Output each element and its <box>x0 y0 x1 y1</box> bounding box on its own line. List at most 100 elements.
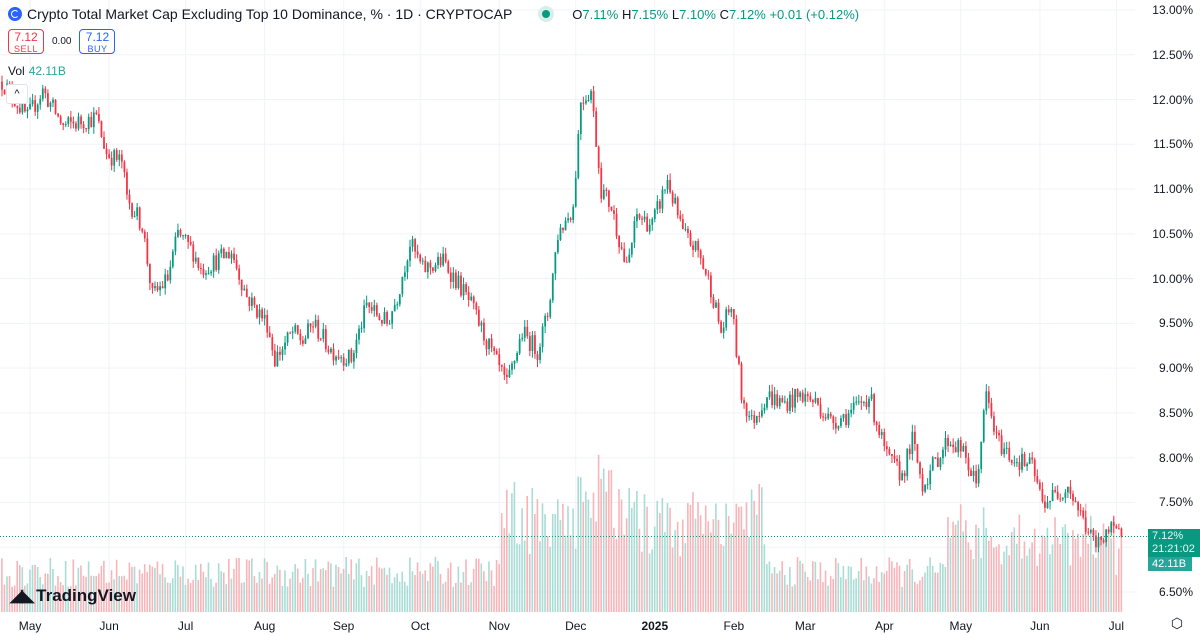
candle-down <box>809 396 812 401</box>
candle-down <box>615 213 618 237</box>
candle-down <box>878 424 881 436</box>
volume-bar <box>261 578 263 612</box>
candle-up <box>564 220 567 231</box>
candle-down <box>758 416 761 418</box>
candle-down <box>791 394 794 408</box>
volume-bar <box>452 586 455 612</box>
market-status-icon[interactable] <box>542 10 551 18</box>
candle-up <box>409 246 411 261</box>
volume-bar <box>401 571 404 612</box>
volume-bar <box>567 506 569 612</box>
volume-bar <box>108 582 110 612</box>
volume-bar <box>314 559 317 612</box>
symbol-title[interactable]: Crypto Total Market Cap Excluding Top 10… <box>27 6 513 22</box>
candle-down <box>215 255 218 270</box>
candle-up <box>335 356 337 361</box>
candle-up <box>674 197 677 204</box>
volume-bar <box>531 487 534 612</box>
volume-bar <box>551 514 554 612</box>
volume-bar <box>251 558 253 612</box>
volume-bar <box>184 584 187 612</box>
volume-bar <box>722 545 725 612</box>
volume-bar <box>643 494 646 612</box>
volume-bar <box>437 561 439 612</box>
sell-button[interactable]: 7.12 SELL <box>8 29 44 54</box>
candle-down <box>812 400 814 403</box>
candle-up <box>939 458 942 468</box>
volume-bar <box>618 489 620 612</box>
volume-bar <box>993 547 995 612</box>
candle-down <box>273 350 276 367</box>
volume-bar <box>750 489 753 612</box>
candle-down <box>885 446 888 450</box>
candle-down <box>375 305 378 316</box>
candle-down <box>85 128 88 130</box>
volume-bar <box>630 507 633 612</box>
volume-bar <box>809 580 812 612</box>
volume-bar <box>523 540 526 612</box>
candle-down <box>771 391 773 406</box>
volume-bar <box>95 576 98 612</box>
candle-up <box>294 325 297 332</box>
volume-bar <box>18 565 21 612</box>
volume-bar <box>659 513 661 612</box>
candle-down <box>796 389 799 398</box>
volume-bar <box>1013 527 1016 612</box>
volume-bar <box>526 495 528 612</box>
candle-down <box>1072 493 1074 501</box>
candle-down <box>289 332 292 334</box>
candle-up <box>574 177 577 207</box>
candle-down <box>156 286 159 291</box>
volume-bar <box>577 476 579 612</box>
candle-down <box>240 279 243 291</box>
candle-up <box>480 322 483 326</box>
candle-up <box>628 254 631 262</box>
buy-button[interactable]: 7.12 BUY <box>79 29 116 54</box>
volume-bar <box>534 513 536 612</box>
volume-bar <box>1041 535 1044 612</box>
candle-down <box>475 303 478 310</box>
volume-bar <box>712 519 715 612</box>
volume-bar <box>115 559 118 612</box>
candle-up <box>572 206 575 220</box>
volume-bar <box>100 566 103 612</box>
volume-bar <box>1021 558 1023 612</box>
volume-bar <box>582 501 585 612</box>
candle-up <box>633 221 636 243</box>
candle-up <box>901 473 904 481</box>
candle-down <box>595 111 598 147</box>
volume-bar <box>985 527 987 612</box>
volume-bar <box>511 493 513 612</box>
volume-bar <box>954 524 957 612</box>
candle-down <box>62 123 65 125</box>
candle-up <box>814 398 817 403</box>
candle-up <box>929 470 932 485</box>
settings-gear-icon[interactable]: ⬡ <box>1170 615 1184 631</box>
price-tick-label: 6.50% <box>1158 585 1193 599</box>
candle-up <box>1061 497 1064 500</box>
candle-down <box>834 423 837 429</box>
candle-up <box>174 236 177 252</box>
candle-down <box>865 401 868 407</box>
candle-down <box>123 161 126 173</box>
candle-down <box>245 288 248 298</box>
candle-up <box>722 327 725 333</box>
volume-bar <box>727 515 730 612</box>
candle-up <box>656 201 659 210</box>
candle-up <box>924 484 926 492</box>
volume-bar <box>653 526 656 612</box>
volume-bar <box>133 566 136 612</box>
candle-down <box>128 194 131 204</box>
candle-down <box>429 262 432 268</box>
volume-bar <box>47 573 49 612</box>
candle-up <box>184 235 187 237</box>
candle-down <box>115 150 118 160</box>
volume-bar <box>174 560 177 612</box>
volume-bar <box>623 534 625 612</box>
volume-bar <box>21 567 24 612</box>
candle-down <box>1074 500 1077 503</box>
collapse-legend-button[interactable]: ^ <box>6 84 28 104</box>
price-tick-label: 13.00% <box>1152 3 1193 17</box>
tradingview-logo[interactable]: ◢◣ TradingView <box>10 586 136 605</box>
